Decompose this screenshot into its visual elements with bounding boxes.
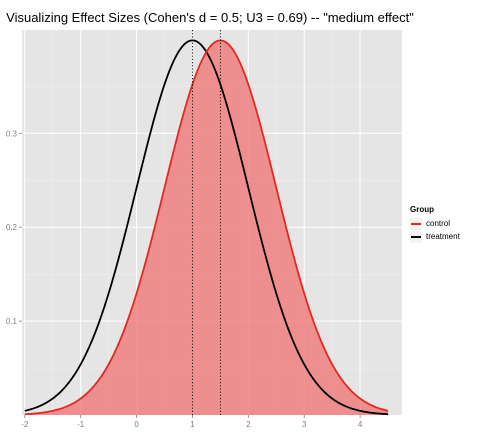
x-tick-label: 4 (358, 420, 363, 429)
legend-swatch-control (411, 222, 421, 225)
series-line-control (24, 39, 389, 416)
y-tick-label: 0.2 (6, 223, 18, 232)
x-tick-label: 0 (134, 420, 139, 429)
legend-item-treatment: treatment (410, 230, 460, 243)
x-tick-label: 3 (302, 420, 307, 429)
legend-key-treatment (410, 230, 422, 243)
legend: Group control treatment (410, 205, 460, 243)
shaded-area-layer (24, 40, 389, 415)
x-tick-label: 1 (190, 420, 195, 429)
x-tick-label: 2 (246, 420, 251, 429)
legend-title: Group (410, 205, 434, 214)
series-lines (24, 39, 389, 416)
legend-swatch-treatment (411, 235, 421, 238)
reference-lines (191, 30, 221, 415)
legend-item-control: control (410, 217, 460, 230)
x-tick-label: -2 (21, 420, 29, 429)
x-tick-label: -1 (77, 420, 85, 429)
chart-title: Visualizing Effect Sizes (Cohen's d = 0.… (6, 10, 414, 25)
legend-label-control: control (426, 219, 451, 228)
shaded-area-control (24, 40, 389, 415)
y-tick-label: 0.1 (6, 317, 18, 326)
legend-key-control (410, 217, 422, 230)
axis-ticks: -2 -1 0 1 2 3 4 0.1 0.2 0.3 (6, 129, 363, 429)
y-tick-label: 0.3 (6, 129, 18, 138)
legend-label-treatment: treatment (426, 232, 460, 241)
